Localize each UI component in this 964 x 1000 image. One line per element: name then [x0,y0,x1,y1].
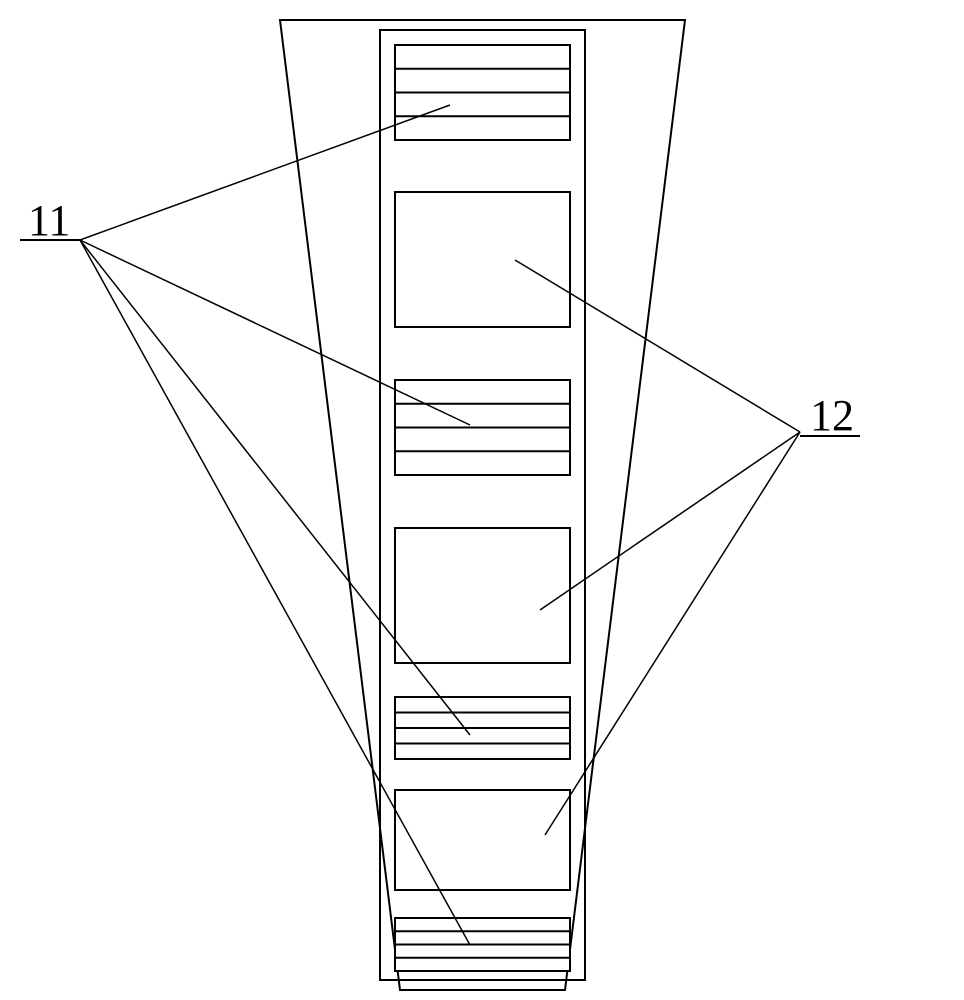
striped-block [395,45,570,140]
plain-block [395,790,570,890]
striped-block [395,380,570,475]
label-11: 11 [28,196,70,245]
plain-block [395,528,570,663]
label-12: 12 [810,391,854,440]
plain-block [395,192,570,327]
striped-block [395,918,570,971]
striped-block [395,697,570,759]
